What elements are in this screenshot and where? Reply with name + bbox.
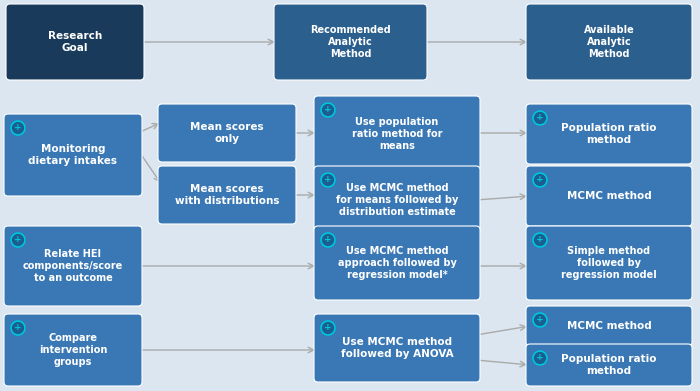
FancyBboxPatch shape — [314, 226, 480, 300]
Circle shape — [11, 233, 25, 247]
Circle shape — [321, 233, 335, 247]
FancyBboxPatch shape — [526, 344, 692, 386]
FancyBboxPatch shape — [526, 4, 692, 80]
Circle shape — [533, 111, 547, 125]
Text: +: + — [324, 323, 332, 332]
Text: +: + — [536, 316, 544, 325]
Text: Population ratio
method: Population ratio method — [561, 123, 657, 145]
Circle shape — [533, 233, 547, 247]
Text: +: + — [324, 106, 332, 115]
Circle shape — [533, 351, 547, 365]
Text: Mean scores
with distributions: Mean scores with distributions — [175, 184, 279, 206]
Circle shape — [533, 313, 547, 327]
Circle shape — [11, 121, 25, 135]
FancyBboxPatch shape — [274, 4, 427, 80]
FancyBboxPatch shape — [526, 166, 692, 226]
Text: Compare
intervention
groups: Compare intervention groups — [38, 333, 107, 368]
Text: Monitoring
dietary intakes: Monitoring dietary intakes — [29, 144, 118, 166]
Text: Available
Analytic
Method: Available Analytic Method — [584, 25, 634, 59]
FancyBboxPatch shape — [4, 114, 142, 196]
Text: Research
Goal: Research Goal — [48, 31, 102, 53]
Circle shape — [321, 321, 335, 335]
Text: Use population
ratio method for
means: Use population ratio method for means — [351, 117, 442, 151]
Text: +: + — [324, 235, 332, 244]
Text: Relate HEI
components/score
to an outcome: Relate HEI components/score to an outcom… — [23, 249, 123, 283]
FancyBboxPatch shape — [314, 166, 480, 234]
FancyBboxPatch shape — [314, 314, 480, 382]
FancyBboxPatch shape — [526, 104, 692, 164]
Text: +: + — [536, 113, 544, 122]
Text: +: + — [14, 323, 22, 332]
Text: +: + — [536, 235, 544, 244]
Text: +: + — [536, 176, 544, 185]
FancyBboxPatch shape — [158, 104, 296, 162]
Text: Recommended
Analytic
Method: Recommended Analytic Method — [310, 25, 391, 59]
Circle shape — [321, 173, 335, 187]
Text: Simple method
followed by
regression model: Simple method followed by regression mod… — [561, 246, 657, 280]
Text: +: + — [14, 235, 22, 244]
Text: Use MCMC method
followed by ANOVA: Use MCMC method followed by ANOVA — [341, 337, 454, 359]
FancyBboxPatch shape — [314, 96, 480, 172]
FancyBboxPatch shape — [6, 4, 144, 80]
FancyBboxPatch shape — [4, 314, 142, 386]
Text: +: + — [536, 353, 544, 362]
Text: Mean scores
only: Mean scores only — [190, 122, 264, 144]
FancyBboxPatch shape — [526, 306, 692, 346]
Text: Use MCMC method
approach followed by
regression model*: Use MCMC method approach followed by reg… — [337, 246, 456, 280]
Circle shape — [321, 103, 335, 117]
Text: +: + — [14, 124, 22, 133]
FancyBboxPatch shape — [4, 226, 142, 306]
Text: MCMC method: MCMC method — [566, 191, 652, 201]
Text: Population ratio
method: Population ratio method — [561, 354, 657, 376]
Circle shape — [533, 173, 547, 187]
Text: +: + — [324, 176, 332, 185]
FancyBboxPatch shape — [158, 166, 296, 224]
Text: MCMC method: MCMC method — [566, 321, 652, 331]
Text: Use MCMC method
for means followed by
distribution estimate: Use MCMC method for means followed by di… — [336, 183, 458, 217]
FancyBboxPatch shape — [526, 226, 692, 300]
Circle shape — [11, 321, 25, 335]
